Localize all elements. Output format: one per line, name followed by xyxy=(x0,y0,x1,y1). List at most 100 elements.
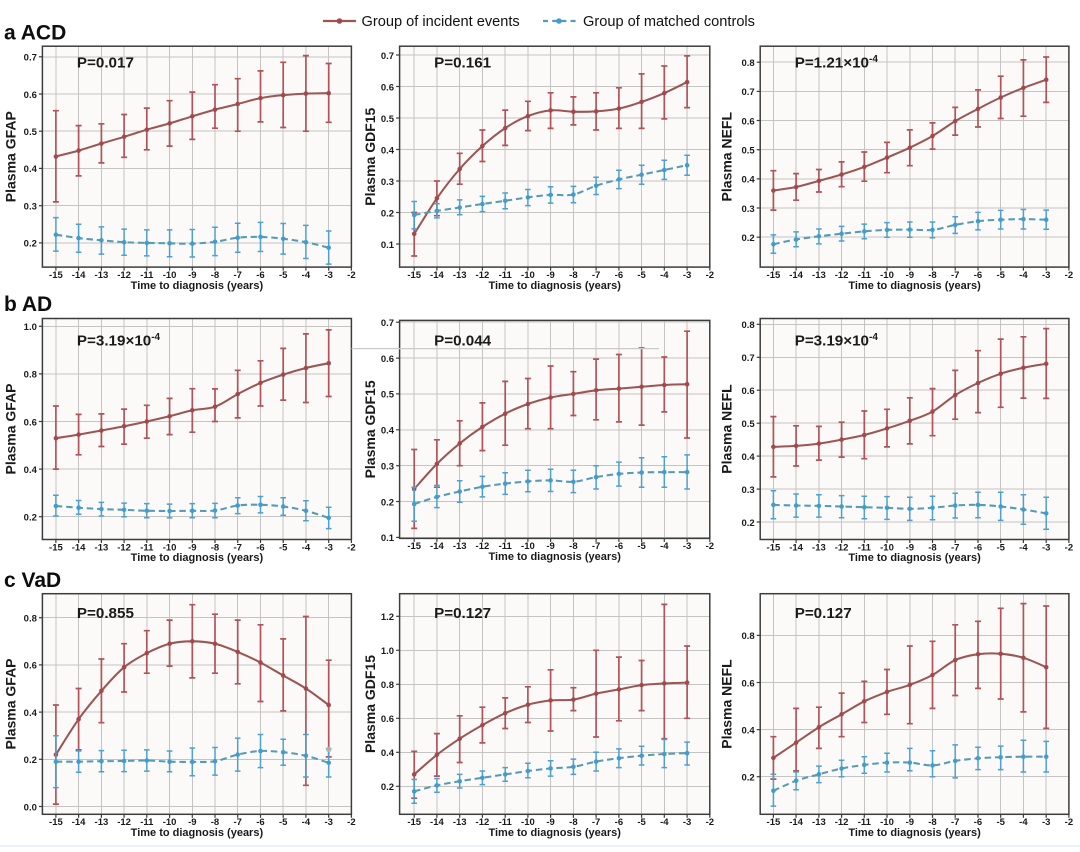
svg-text:0.3: 0.3 xyxy=(741,485,754,496)
svg-text:Plasma GFAP: Plasma GFAP xyxy=(3,658,19,749)
svg-text:Time to diagnosis (years): Time to diagnosis (years) xyxy=(848,827,981,839)
svg-text:-4: -4 xyxy=(660,817,669,828)
svg-text:-9: -9 xyxy=(546,541,554,552)
svg-text:0.5: 0.5 xyxy=(741,146,755,157)
svg-text:-5: -5 xyxy=(279,542,288,553)
svg-text:0.2: 0.2 xyxy=(741,773,754,784)
svg-text:-2: -2 xyxy=(706,817,714,828)
svg-text:-5: -5 xyxy=(279,270,288,281)
svg-text:0.6: 0.6 xyxy=(741,116,754,127)
svg-text:-13: -13 xyxy=(812,542,826,553)
svg-text:0.3: 0.3 xyxy=(381,462,394,473)
svg-text:-6: -6 xyxy=(615,270,623,281)
svg-text:-7: -7 xyxy=(951,817,959,828)
svg-text:0.3: 0.3 xyxy=(741,204,754,215)
svg-text:-15: -15 xyxy=(49,542,63,553)
svg-text:-4: -4 xyxy=(660,541,669,552)
svg-text:-11: -11 xyxy=(858,817,872,828)
svg-text:-3: -3 xyxy=(1042,542,1050,553)
svg-text:-15: -15 xyxy=(407,541,421,552)
svg-text:-2: -2 xyxy=(1065,270,1073,281)
svg-text:-11: -11 xyxy=(140,542,154,553)
svg-text:-12: -12 xyxy=(476,817,490,828)
svg-text:-6: -6 xyxy=(974,817,982,828)
svg-text:-9: -9 xyxy=(188,817,196,828)
svg-text:-13: -13 xyxy=(453,270,467,281)
svg-text:-3: -3 xyxy=(324,270,332,281)
svg-text:-4: -4 xyxy=(302,817,311,828)
svg-text:-13: -13 xyxy=(812,270,826,281)
svg-text:-13: -13 xyxy=(95,542,109,553)
svg-text:-5: -5 xyxy=(637,541,646,552)
svg-text:P=0.127: P=0.127 xyxy=(795,605,852,622)
svg-text:0.4: 0.4 xyxy=(381,145,395,156)
svg-text:Time to diagnosis (years): Time to diagnosis (years) xyxy=(488,827,621,839)
svg-text:0.2: 0.2 xyxy=(381,497,394,508)
svg-text:-3: -3 xyxy=(683,270,691,281)
svg-text:-3: -3 xyxy=(324,817,332,828)
svg-text:-11: -11 xyxy=(858,542,872,553)
svg-text:-10: -10 xyxy=(880,817,894,828)
svg-text:-12: -12 xyxy=(476,541,490,552)
svg-text:-3: -3 xyxy=(1042,817,1050,828)
svg-text:-7: -7 xyxy=(951,542,959,553)
svg-text:0.7: 0.7 xyxy=(24,53,37,64)
svg-text:-14: -14 xyxy=(430,270,444,281)
svg-text:-9: -9 xyxy=(906,270,914,281)
svg-text:0.7: 0.7 xyxy=(741,87,754,98)
svg-text:-4: -4 xyxy=(1019,542,1028,553)
svg-text:0.3: 0.3 xyxy=(24,202,37,213)
svg-text:0.2: 0.2 xyxy=(741,233,754,244)
svg-text:0.6: 0.6 xyxy=(381,714,394,725)
svg-text:-9: -9 xyxy=(906,817,914,828)
svg-text:-10: -10 xyxy=(880,542,894,553)
svg-text:-6: -6 xyxy=(256,817,264,828)
svg-text:-10: -10 xyxy=(163,542,177,553)
svg-text:-7: -7 xyxy=(233,817,241,828)
svg-text:-14: -14 xyxy=(789,542,803,553)
svg-text:Plasma GDF15: Plasma GDF15 xyxy=(362,107,378,205)
svg-text:-12: -12 xyxy=(117,542,131,553)
svg-text:-10: -10 xyxy=(521,270,535,281)
svg-text:-11: -11 xyxy=(140,270,154,281)
svg-text:-7: -7 xyxy=(592,541,600,552)
svg-text:0.5: 0.5 xyxy=(24,127,38,138)
svg-text:0.4: 0.4 xyxy=(741,725,755,736)
svg-text:-10: -10 xyxy=(163,817,177,828)
svg-text:-8: -8 xyxy=(569,270,577,281)
svg-text:-13: -13 xyxy=(812,817,826,828)
svg-text:-10: -10 xyxy=(163,270,177,281)
svg-text:-15: -15 xyxy=(49,270,63,281)
svg-text:Time to diagnosis (years): Time to diagnosis (years) xyxy=(131,280,264,292)
svg-text:-12: -12 xyxy=(476,270,490,281)
svg-text:-8: -8 xyxy=(928,542,936,553)
svg-text:Plasma NEFL: Plasma NEFL xyxy=(719,659,735,749)
svg-text:Plasma GFAP: Plasma GFAP xyxy=(3,111,19,202)
svg-text:-4: -4 xyxy=(1019,817,1028,828)
svg-text:Group of matched controls: Group of matched controls xyxy=(583,14,755,30)
svg-text:0.8: 0.8 xyxy=(741,320,754,331)
svg-text:0.1: 0.1 xyxy=(381,533,395,544)
svg-text:Time to diagnosis (years): Time to diagnosis (years) xyxy=(131,552,264,564)
svg-text:0.6: 0.6 xyxy=(24,417,37,428)
svg-text:0.5: 0.5 xyxy=(381,114,395,125)
svg-text:0.4: 0.4 xyxy=(381,426,395,437)
svg-text:0.6: 0.6 xyxy=(741,678,754,689)
svg-text:-2: -2 xyxy=(347,542,355,553)
svg-text:-8: -8 xyxy=(928,270,936,281)
svg-text:-7: -7 xyxy=(592,270,600,281)
svg-text:-6: -6 xyxy=(615,541,623,552)
svg-text:-14: -14 xyxy=(430,817,444,828)
svg-text:-5: -5 xyxy=(996,542,1005,553)
svg-text:0.4: 0.4 xyxy=(741,452,755,463)
svg-text:-15: -15 xyxy=(767,817,781,828)
svg-text:-4: -4 xyxy=(302,542,311,553)
svg-text:-15: -15 xyxy=(49,817,63,828)
svg-text:0.4: 0.4 xyxy=(741,175,755,186)
svg-text:-14: -14 xyxy=(72,270,86,281)
svg-text:-14: -14 xyxy=(789,817,803,828)
svg-text:-5: -5 xyxy=(637,817,646,828)
svg-text:Plasma GDF15: Plasma GDF15 xyxy=(362,655,378,753)
svg-text:0.5: 0.5 xyxy=(381,390,395,401)
svg-text:-5: -5 xyxy=(279,817,288,828)
